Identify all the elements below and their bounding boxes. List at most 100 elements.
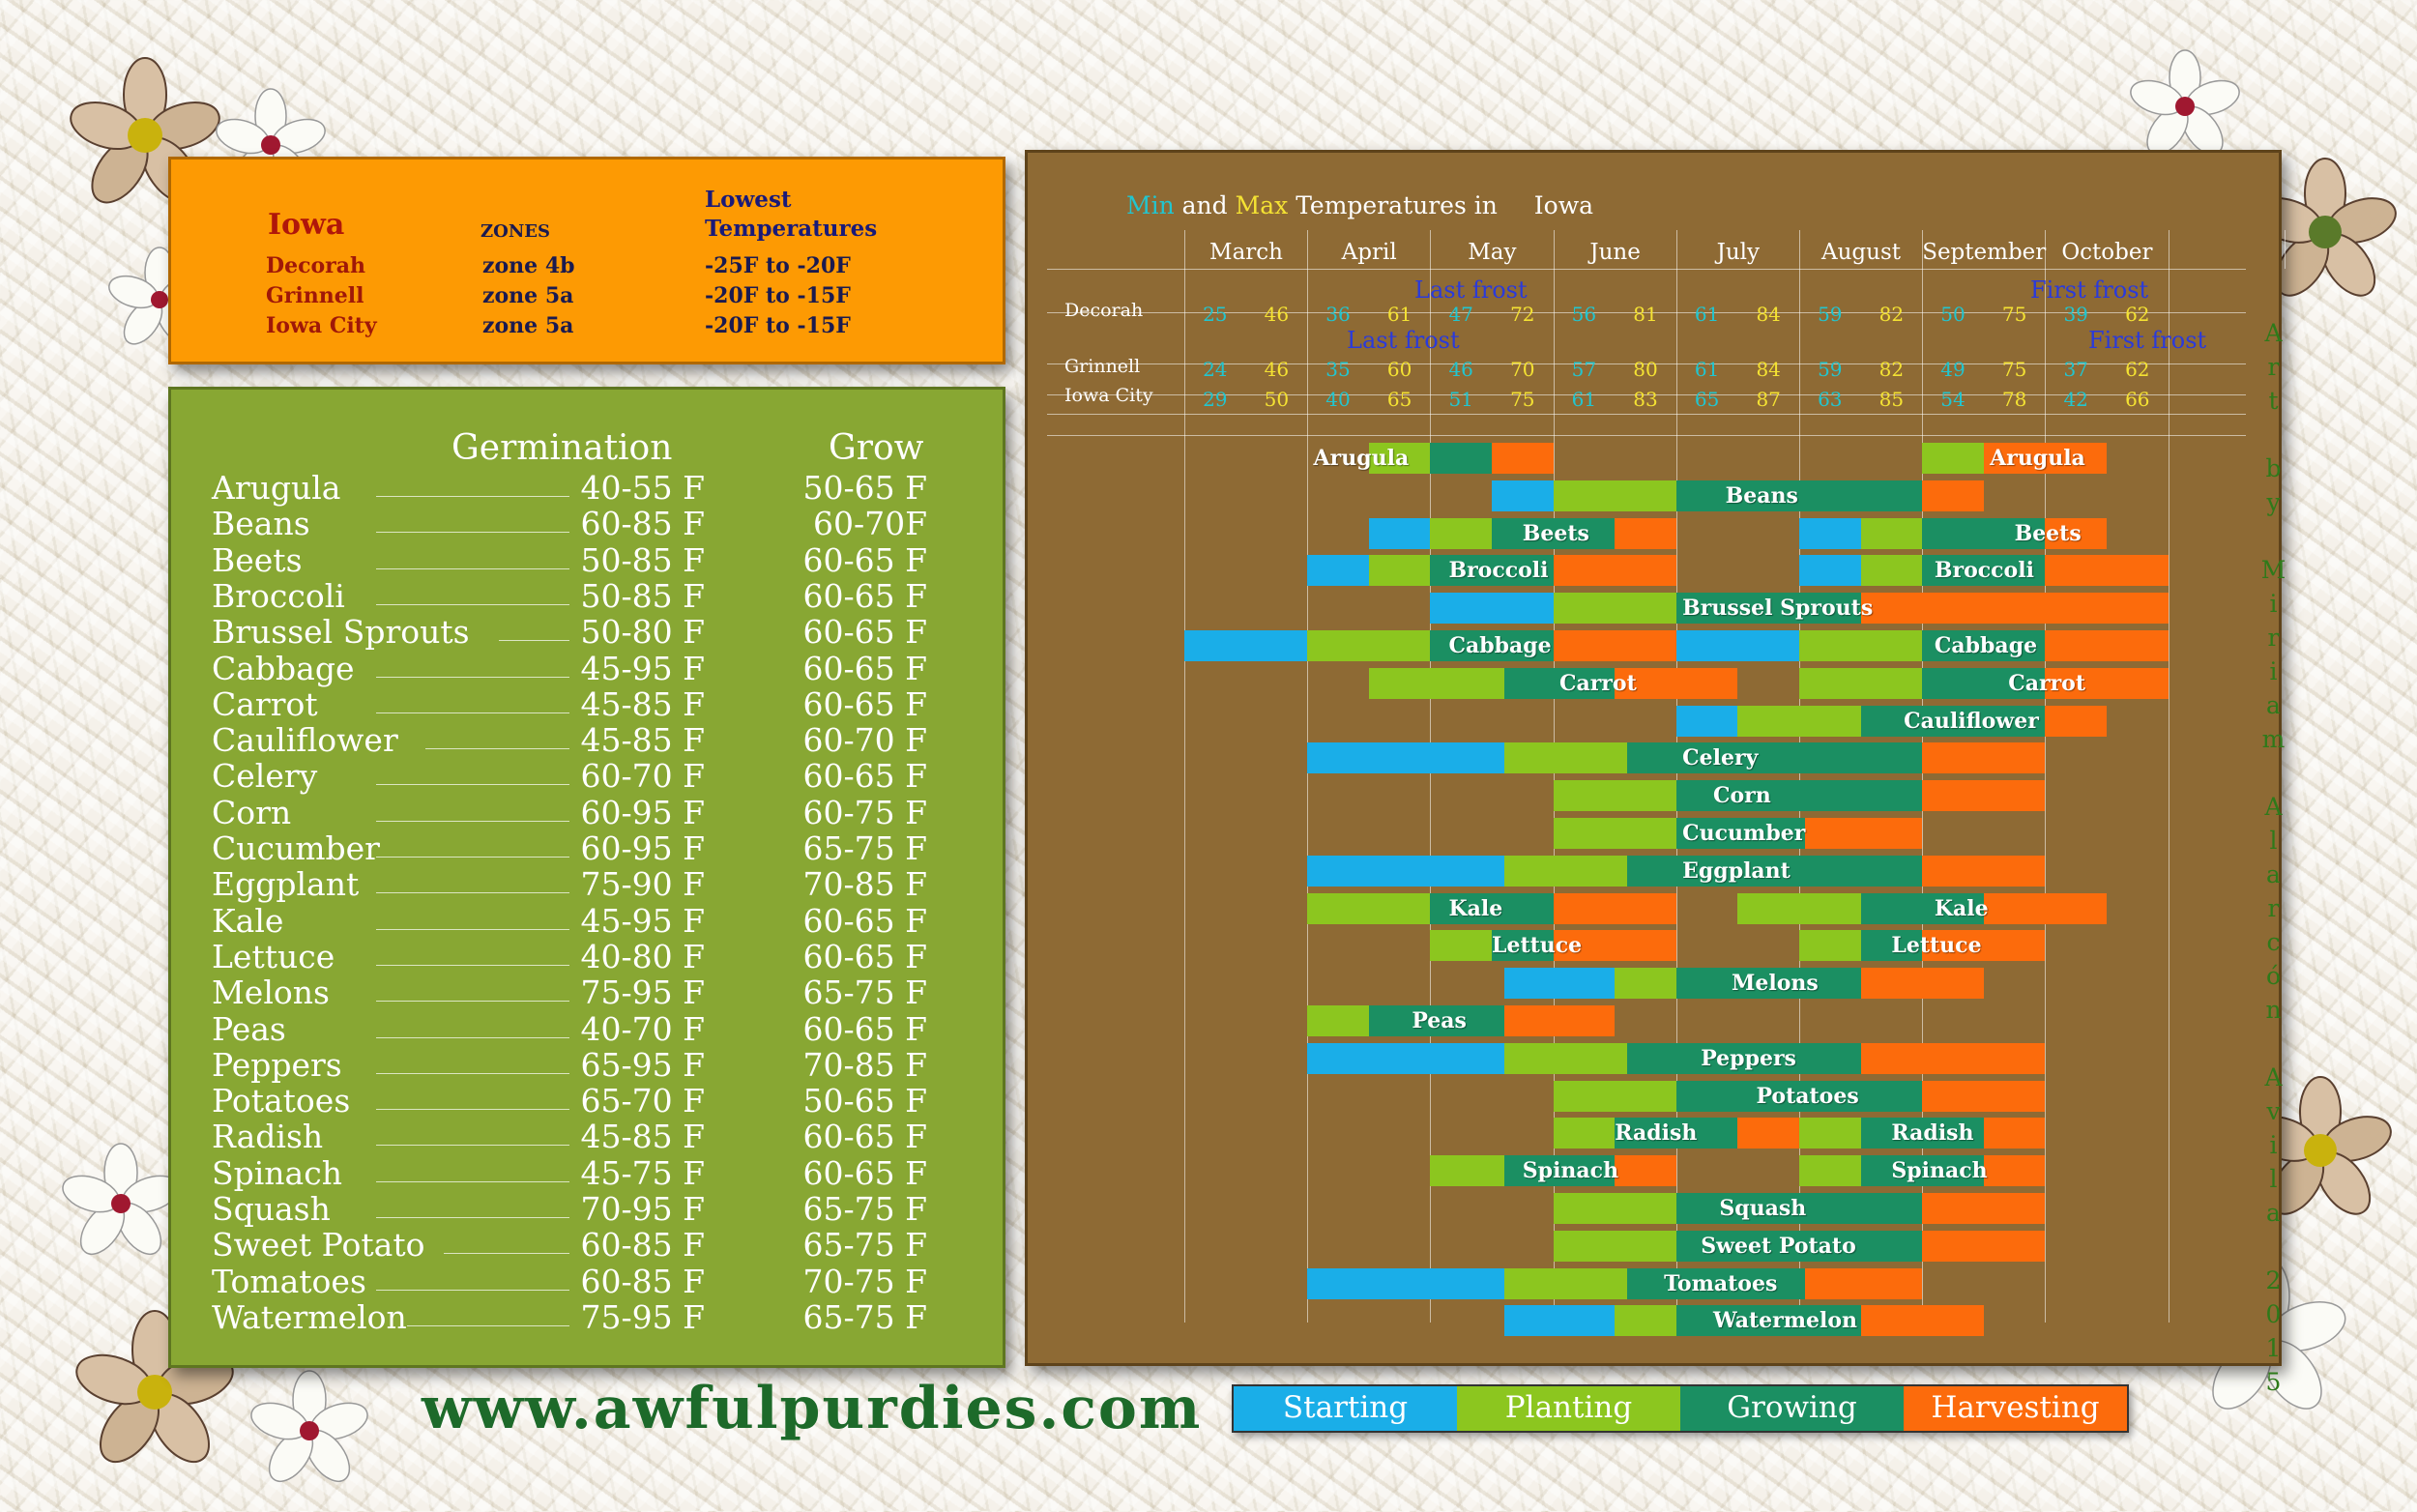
schedule-bar-harvesting [1922,1230,2046,1262]
germination-temp: 45-85 F [580,684,705,723]
zone-temp: -25F to -20F [705,253,851,278]
schedule-bar-growing [1922,667,2046,699]
germination-temp: 40-55 F [580,469,705,507]
temperature-value: 56 [1571,303,1597,326]
grow-temp: 50-65 F [802,1082,927,1120]
temperature-value: 46 [1264,303,1290,326]
vegetable-bar-label: Spinach [1522,1158,1619,1184]
month-label: May [1468,240,1517,265]
schedule-bar-harvesting [1922,480,1984,511]
vegetable-bar-label: Beets [2014,520,2082,546]
grow-temp: 65-75 F [802,1226,927,1265]
schedule-bar-growing [1922,517,2046,549]
vegetable-bar-label: Lettuce [1492,933,1583,959]
schedule-bar-harvesting [1805,1267,1923,1299]
grow-temp: 60-65 F [802,649,927,687]
leader-line [376,496,569,497]
schedule-bar-starting [1307,742,1504,774]
schedule-bar-growing [1675,1193,1923,1224]
schedule-bar-harvesting [1553,892,1676,924]
germination-row: Peas 40-70 F 60-65 F [212,1010,966,1048]
schedule-bar-harvesting [2045,705,2107,737]
schedule-bar-starting [1799,555,1861,587]
germination-row: Watermelon 75-95 F 65-75 F [212,1298,966,1336]
grid-line-vertical [1799,230,1800,1323]
grid-line-horizontal [1047,435,2246,436]
temperature-value: 40 [1325,388,1351,411]
schedule-bar-planting [1553,1118,1616,1149]
zone-city: Decorah [266,253,365,278]
germination-temp: 65-95 F [580,1045,705,1084]
schedule-bar-starting [1675,705,1738,737]
germination-temp: 40-80 F [580,937,705,975]
temperature-value: 82 [1878,303,1905,326]
schedule-bar-planting [1615,968,1676,1000]
schedule-bar-growing [1860,705,2046,737]
website-url[interactable]: www.awfulpurdies.com [422,1375,1203,1442]
grow-temp: 60-75 F [802,793,927,831]
schedule-bar-growing [1860,930,1923,962]
title-and: and [1181,191,1228,219]
temperature-value: 49 [1940,358,1966,381]
planting-calendar-panel: Min and Max Temperatures in Iowa March Ap… [1025,150,2286,1366]
schedule-bar-harvesting [1860,593,2169,625]
germination-row: Lettuce 40-80 F 60-65 F [212,937,966,975]
schedule-bar-planting [1503,1267,1627,1299]
schedule-bar-harvesting [2045,630,2169,661]
schedule-bar-harvesting [1553,555,1676,587]
vegetable-name: Melons [212,974,330,1012]
leader-line [499,640,569,642]
schedule-bar-harvesting [2045,517,2107,549]
schedule-bar-planting [1553,818,1676,849]
leader-line [425,748,569,750]
schedule-bar-growing [1430,630,1554,661]
schedule-bar-harvesting [1922,855,2046,887]
zones-panel: Iowa ZONES Lowest Temperatures Decorah zo… [168,157,1005,364]
grow-temp: 70-75 F [802,1262,927,1300]
temperature-value: 29 [1203,388,1228,411]
temperature-value: 65 [1386,388,1412,411]
temperature-value: 42 [2063,388,2088,411]
schedule-bar-planting [1799,1118,1861,1149]
temperature-value: 37 [2063,358,2088,381]
vegetable-name: Peppers [212,1045,342,1084]
zone-temp: -20F to -15F [705,283,851,308]
schedule-bar-planting [1799,930,1861,962]
temperature-value: 66 [2125,388,2150,411]
grid-line-vertical [1430,230,1432,1323]
germination-row: Broccoli 50-85 F 60-65 F [212,577,966,615]
schedule-bar-growing [1675,780,1923,812]
temperature-value: 87 [1756,388,1781,411]
vegetable-bar-label: Radish [1891,1120,1974,1147]
germination-header: Germination [451,428,673,468]
schedule-bar-planting [1553,480,1676,511]
last-frost-label-decorah: Last frost [1414,276,1528,304]
temperature-value: 84 [1756,303,1781,326]
germination-row: Eggplant 75-90 F 70-85 F [212,865,966,903]
vegetable-bar-label: Sweet Potato [1701,1233,1856,1259]
vegetable-name: Arugula [212,469,341,507]
schedule-bar-growing [1922,555,2046,587]
schedule-bar-planting [1503,742,1627,774]
grow-temp: 60-65 F [802,684,927,723]
vegetable-name: Carrot [212,684,318,723]
first-frost-label-decorah: First frost [2030,276,2149,304]
germination-row: Sweet Potato 60-85 F 65-75 F [212,1226,966,1265]
temperature-value: 72 [1510,303,1535,326]
temperature-value: 59 [1818,303,1843,326]
germination-row: Spinach 45-75 F 60-65 F [212,1154,966,1192]
vegetable-bar-label: Squash [1719,1196,1807,1221]
schedule-bar-planting [1615,1305,1676,1337]
leader-line [376,892,569,894]
vegetable-name: Squash [212,1190,331,1228]
legend-starting: Starting [1234,1386,1457,1431]
leader-line [376,1289,569,1291]
leader-line [376,532,569,534]
germination-temp: 45-85 F [580,721,705,760]
grow-temp: 60-65 F [802,757,927,796]
germination-temp: 60-85 F [580,1226,705,1265]
leader-line [376,712,569,713]
schedule-bar-planting [1737,705,1861,737]
leader-line [376,567,569,569]
schedule-bar-harvesting [1860,1042,2046,1074]
